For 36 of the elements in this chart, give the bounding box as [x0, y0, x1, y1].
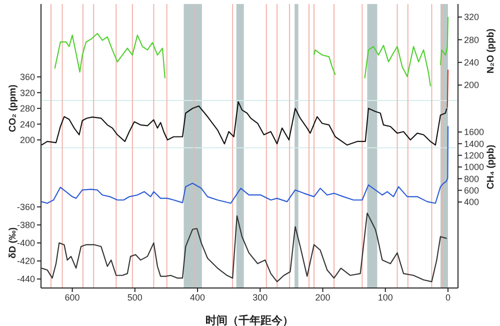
y-axis-title: δD (‰)	[7, 227, 18, 258]
y-tick-label: -380	[16, 220, 35, 230]
y2-tick-label: 200	[464, 80, 480, 90]
x-tick-label: 200	[315, 292, 330, 302]
x-tick-label: 600	[64, 292, 80, 302]
y-tick-label: 320	[20, 88, 35, 98]
y2-tick-label: 240	[464, 58, 480, 68]
y2-tick-label: 1600	[464, 127, 484, 138]
y-tick-label: -420	[16, 256, 35, 266]
y2-tick-label: 1400	[464, 138, 484, 149]
y-axis-title: CO₂ (ppm)	[7, 84, 18, 132]
y2-tick-label: 400	[464, 197, 480, 208]
line-series	[41, 101, 448, 146]
y-tick-label: 280	[20, 104, 35, 114]
x-tick-label: 500	[127, 292, 142, 302]
y2-tick-label: 1000	[464, 162, 484, 172]
x-tick-label: 0	[445, 292, 450, 302]
x-tick-label: 300	[252, 292, 268, 302]
y-tick-label: -360	[16, 202, 35, 212]
y2-tick-label: 280	[464, 34, 480, 45]
y2-tick-label: 1200	[464, 150, 484, 160]
line-series	[41, 212, 448, 282]
y-tick-label: 360	[20, 72, 35, 82]
y-tick-label: 200	[20, 135, 35, 146]
x-tick-label: 100	[378, 292, 393, 302]
y2-tick-label: 600	[464, 185, 480, 196]
y-tick-label: -440	[16, 274, 35, 284]
y-tick-label: -400	[16, 238, 35, 248]
y-tick-label: 240	[20, 119, 35, 130]
x-axis-title: 时间（千年距今）	[206, 314, 294, 326]
y2-tick-label: 320	[464, 12, 480, 22]
x-tick-label: 400	[190, 292, 206, 302]
y2-axis-title: CH₄ (ppb)	[485, 144, 496, 190]
y2-axis-title: N₂O (ppb)	[485, 28, 496, 74]
y2-tick-label: 800	[464, 174, 480, 184]
line-series	[41, 126, 449, 204]
